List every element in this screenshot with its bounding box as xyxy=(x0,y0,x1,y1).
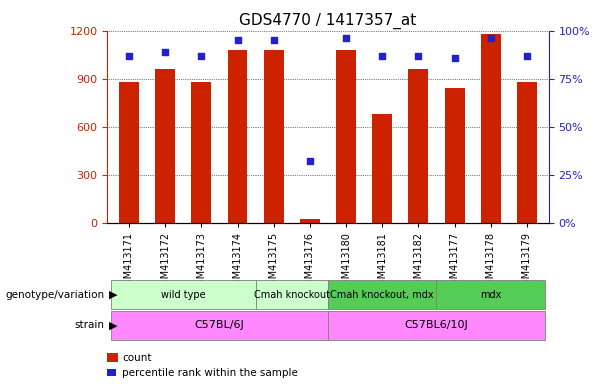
Text: C57BL6/10J: C57BL6/10J xyxy=(405,320,468,331)
Text: mdx: mdx xyxy=(480,290,501,300)
Text: genotype/variation: genotype/variation xyxy=(5,290,104,300)
Point xyxy=(341,35,351,41)
Point xyxy=(450,55,460,61)
Text: percentile rank within the sample: percentile rank within the sample xyxy=(122,368,298,378)
Bar xyxy=(119,82,139,223)
Point xyxy=(486,35,496,41)
Text: ▶: ▶ xyxy=(109,290,117,300)
Point xyxy=(522,53,532,59)
Bar xyxy=(300,219,320,223)
Point xyxy=(196,53,206,59)
Bar xyxy=(191,82,211,223)
Title: GDS4770 / 1417357_at: GDS4770 / 1417357_at xyxy=(239,13,417,29)
Text: C57BL/6J: C57BL/6J xyxy=(194,320,245,331)
Bar xyxy=(336,50,356,223)
Point xyxy=(268,37,278,43)
Text: ▶: ▶ xyxy=(109,320,117,331)
Text: wild type: wild type xyxy=(161,290,205,300)
Text: Cmah knockout: Cmah knockout xyxy=(254,290,330,300)
Point xyxy=(124,53,134,59)
Text: count: count xyxy=(122,353,151,363)
Point xyxy=(160,49,170,55)
Bar xyxy=(408,69,428,223)
Bar xyxy=(517,82,537,223)
Bar xyxy=(372,114,392,223)
Bar xyxy=(155,69,175,223)
Text: strain: strain xyxy=(74,320,104,331)
Bar xyxy=(227,50,248,223)
Point xyxy=(232,37,242,43)
Bar xyxy=(444,88,465,223)
Bar xyxy=(264,50,284,223)
Text: Cmah knockout, mdx: Cmah knockout, mdx xyxy=(330,290,434,300)
Point xyxy=(305,158,314,164)
Point xyxy=(414,53,424,59)
Bar xyxy=(481,34,501,223)
Point xyxy=(378,53,387,59)
